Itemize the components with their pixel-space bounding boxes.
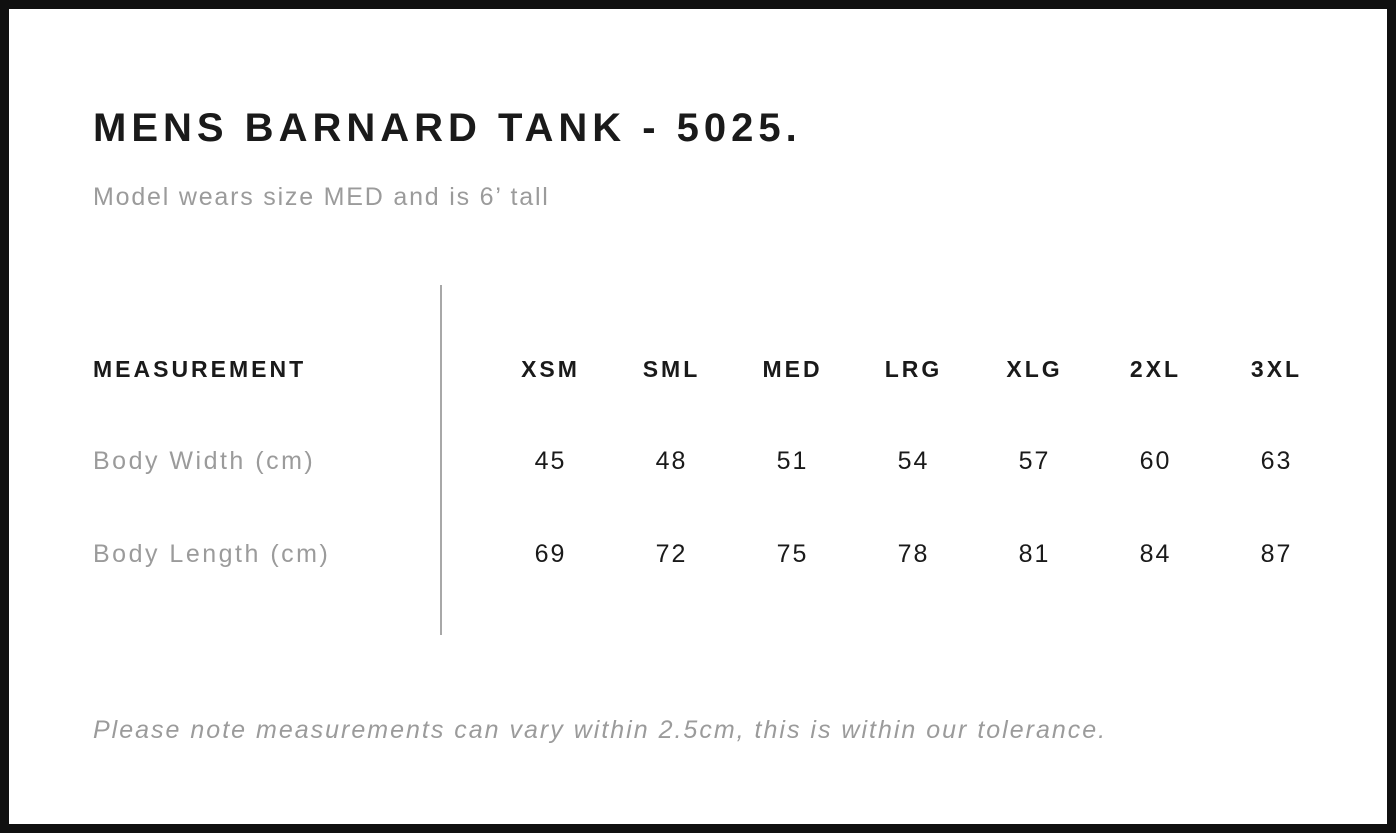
size-value: 72 xyxy=(655,539,688,568)
size-chart-table: MEASUREMENT XSM SML MED LRG XLG 2XL 3XL … xyxy=(93,285,1337,635)
size-col-header-med: MED xyxy=(762,355,823,382)
size-col-header-sml: SML xyxy=(642,355,701,382)
size-value: 84 xyxy=(1139,539,1172,568)
size-value: 75 xyxy=(776,539,809,568)
size-value: 81 xyxy=(1018,539,1051,568)
size-value: 78 xyxy=(897,539,930,568)
row-label-body-length: Body Length (cm) xyxy=(93,539,331,568)
size-col-header-lrg: LRG xyxy=(884,355,943,382)
page-title: MENS BARNARD TANK - 5025. xyxy=(93,106,802,150)
size-col-header-2xl: 2XL xyxy=(1129,355,1182,382)
measurement-column-header: MEASUREMENT xyxy=(93,355,307,382)
size-value: 51 xyxy=(776,446,809,475)
size-value: 54 xyxy=(897,446,930,475)
vertical-divider xyxy=(440,285,442,635)
size-value: 63 xyxy=(1260,446,1293,475)
model-size-note: Model wears size MED and is 6’ tall xyxy=(93,183,550,211)
size-chart-header-row: MEASUREMENT XSM SML MED LRG XLG 2XL 3XL xyxy=(93,345,1337,393)
table-row-body-length: Body Length (cm) 69 72 75 78 81 84 87 xyxy=(93,530,1337,578)
size-value: 45 xyxy=(534,446,567,475)
tolerance-note: Please note measurements can vary within… xyxy=(93,716,1108,744)
size-value: 87 xyxy=(1260,539,1293,568)
size-value: 48 xyxy=(655,446,688,475)
size-col-header-3xl: 3XL xyxy=(1250,355,1303,382)
size-col-header-xsm: XSM xyxy=(521,355,580,382)
size-col-header-xlg: XLG xyxy=(1006,355,1063,382)
size-value: 69 xyxy=(534,539,567,568)
table-row-body-width: Body Width (cm) 45 48 51 54 57 60 63 xyxy=(93,437,1337,485)
size-value: 60 xyxy=(1139,446,1172,475)
size-value: 57 xyxy=(1018,446,1051,475)
row-label-body-width: Body Width (cm) xyxy=(93,446,316,475)
